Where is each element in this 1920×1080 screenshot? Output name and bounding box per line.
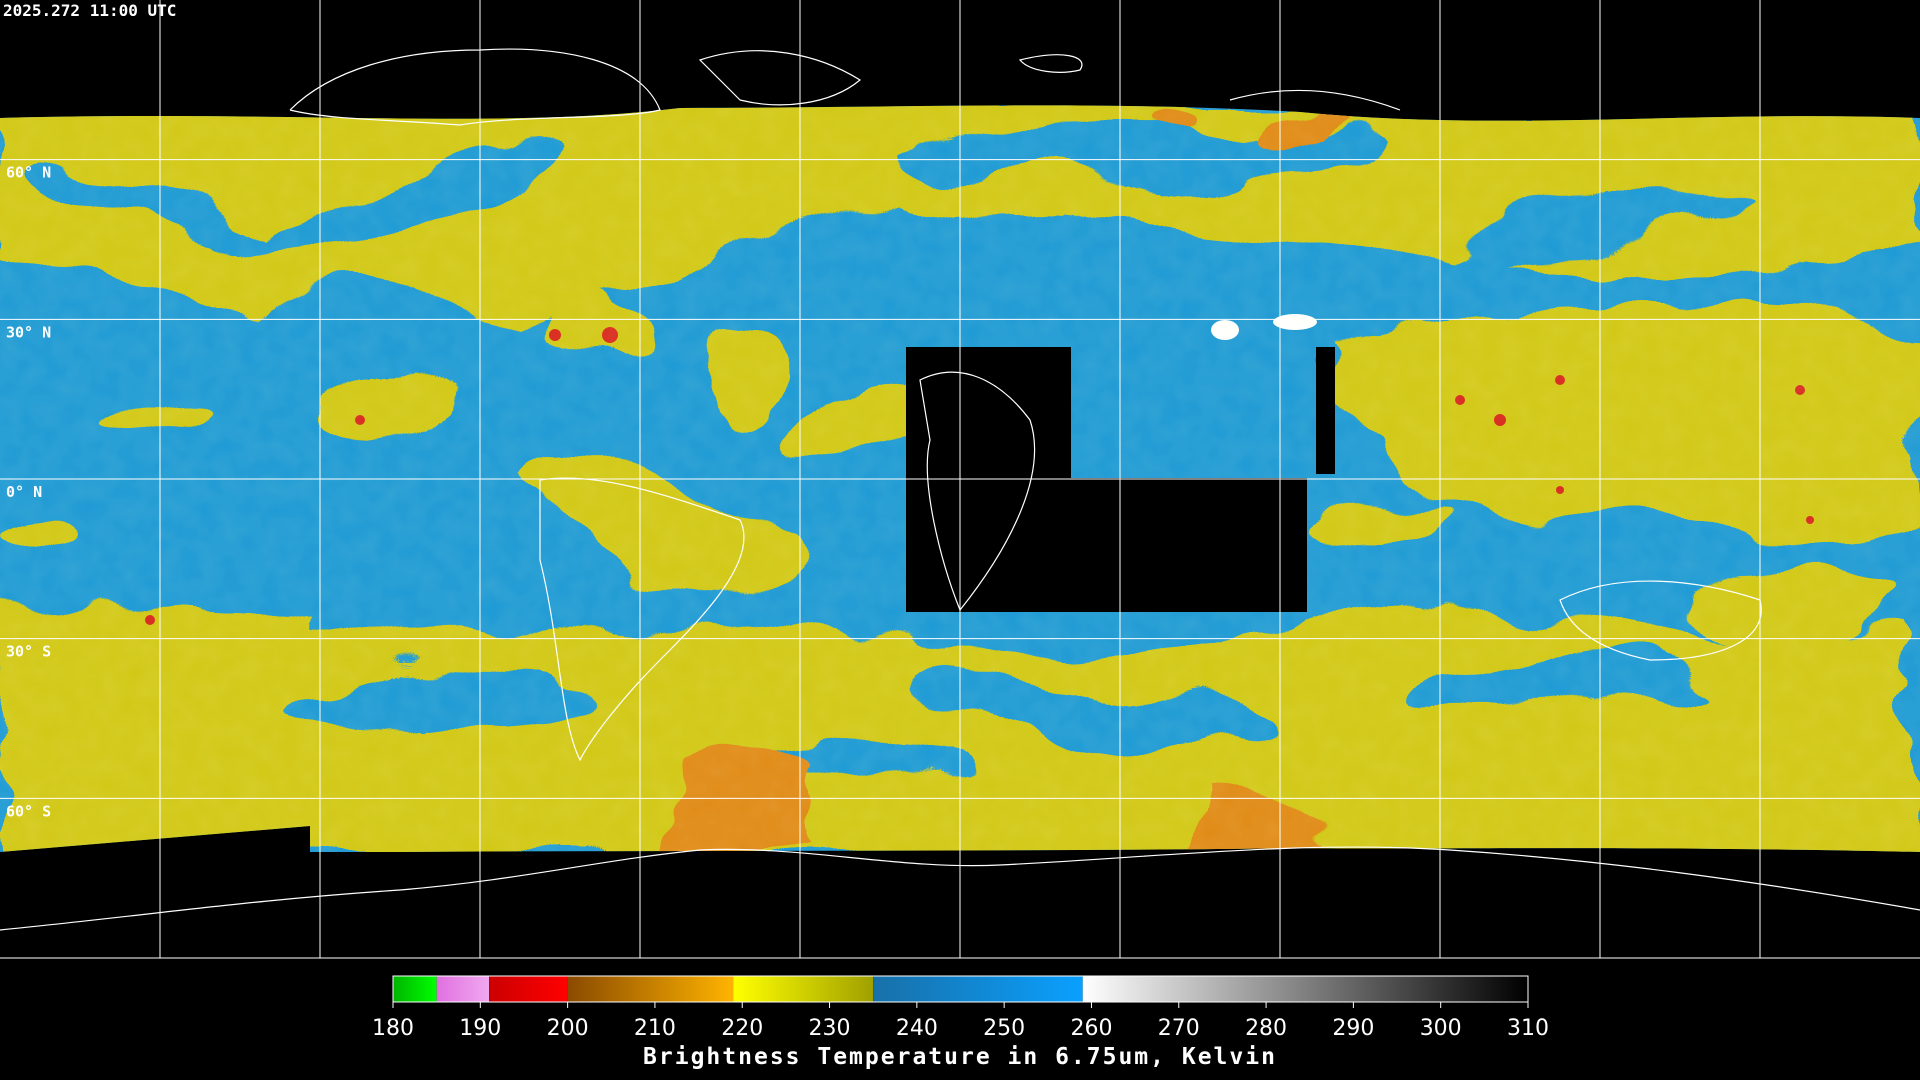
colorbar-segment <box>733 976 874 1002</box>
missing-data <box>906 347 1335 612</box>
timestamp: 2025.272 11:00 UTC <box>3 1 176 20</box>
colorbar-tick-label: 210 <box>634 1016 676 1041</box>
colorbar-segment <box>1082 976 1528 1002</box>
latitude-label: 60° N <box>6 164 51 182</box>
colorbar-tick-label: 300 <box>1420 1016 1462 1041</box>
colorbar-tick-label: 280 <box>1245 1016 1287 1041</box>
coastlines <box>0 48 1920 931</box>
colorbar-tick-label: 190 <box>459 1016 501 1041</box>
latitude-label: 0° N <box>6 483 42 501</box>
colorbar-tick-label: 200 <box>547 1016 589 1041</box>
latitude-label: 60° S <box>6 802 51 820</box>
colorbar-tick-label: 230 <box>809 1016 851 1041</box>
colorbar-segment <box>873 976 1083 1002</box>
colorbar-tick-label: 240 <box>896 1016 938 1041</box>
colorbar-tick-label: 180 <box>372 1016 414 1041</box>
colorbar-tick-label: 220 <box>721 1016 763 1041</box>
colorbar-tick-label: 290 <box>1332 1016 1374 1041</box>
colorbar-segment <box>393 976 437 1002</box>
colorbar-tick-label: 270 <box>1158 1016 1200 1041</box>
graticule <box>0 0 1920 959</box>
colorbar-tick-label: 260 <box>1070 1016 1112 1041</box>
colorbar-tick-label: 250 <box>983 1016 1025 1041</box>
latitude-label: 30° S <box>6 643 51 661</box>
colorbar: 180 190 200 210 220 230 240 250 260 270 280 290 300 3… <box>372 975 1549 1041</box>
latitude-labels: 60° N 30° N 0° N 30° S 60° S <box>6 164 51 821</box>
colorbar-segment <box>567 976 734 1002</box>
latitude-label: 30° N <box>6 323 51 341</box>
colorbar-segment <box>489 976 568 1002</box>
colorbar-tick-label: 310 <box>1507 1016 1549 1041</box>
colorbar-frame <box>392 975 1529 1003</box>
colorbar-segment <box>436 976 490 1002</box>
colorbar-title: Brightness Temperature in 6.75um, Kelvin <box>643 1044 1277 1070</box>
